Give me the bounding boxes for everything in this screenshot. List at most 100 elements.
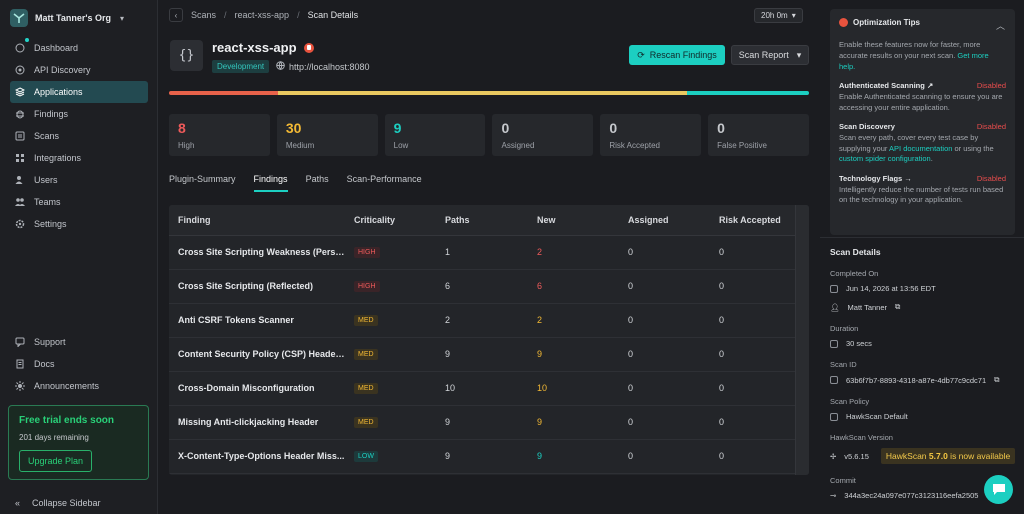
criticality-badge: HIGH <box>354 247 380 258</box>
tip-body: Intelligently reduce the number of tests… <box>839 184 1004 205</box>
notification-dot <box>25 38 29 42</box>
finding-name[interactable]: Content Security Policy (CSP) Header ... <box>169 337 345 372</box>
breadcrumb-scans[interactable]: Scans <box>191 10 217 20</box>
update-available-badge[interactable]: HawkScan 5.7.0 is now available <box>880 448 1016 464</box>
policy-label: Scan Policy <box>830 397 870 406</box>
table-row[interactable]: Cross Site Scripting Weakness (Persis...… <box>169 235 809 270</box>
col-new[interactable]: New <box>528 205 619 236</box>
assigned-cell: 0 <box>619 303 710 338</box>
tab-paths[interactable]: Paths <box>305 174 329 184</box>
stat-label: Low <box>393 141 409 150</box>
severity-distribution-bar <box>169 91 809 95</box>
horizontal-scroll-region[interactable] <box>795 205 809 475</box>
collapse-label: Collapse Sidebar <box>32 498 101 508</box>
tab-findings[interactable]: Findings <box>253 172 288 192</box>
back-button[interactable]: ‹ <box>169 8 183 22</box>
rocket-icon <box>839 18 848 27</box>
col-criticality[interactable]: Criticality <box>345 205 436 236</box>
nav-item-api-discovery[interactable]: API Discovery <box>10 59 148 81</box>
scan-report-button[interactable]: Scan Report ▾ <box>731 45 809 65</box>
copy-icon[interactable]: ⧉ <box>895 302 901 311</box>
policy-value: HawkScan Default <box>830 412 1014 421</box>
stat-card[interactable]: 30 Medium <box>276 114 378 156</box>
stat-card[interactable]: 8 High <box>169 114 270 156</box>
calendar-icon <box>830 284 838 293</box>
nav-item-dashboard[interactable]: Dashboard <box>10 37 148 59</box>
col-paths[interactable]: Paths <box>436 205 528 236</box>
external-link-icon: ↗ <box>926 81 934 90</box>
tab-scan-performance[interactable]: Scan-Performance <box>346 174 422 184</box>
api-documentation-link[interactable]: API documentation <box>889 143 953 153</box>
copy-icon[interactable]: ⧉ <box>994 375 1000 384</box>
assigned-cell: 0 <box>619 405 710 440</box>
nav-item-users[interactable]: Users <box>10 169 148 191</box>
collapse-sidebar-button[interactable]: « Collapse Sidebar <box>15 498 101 508</box>
assigned-cell: 0 <box>619 439 710 474</box>
col-assigned[interactable]: Assigned <box>619 205 710 236</box>
get-help-link[interactable]: Get more help. <box>839 51 989 71</box>
scans-icon <box>15 131 25 141</box>
paths-cell: 9 <box>436 337 528 372</box>
host-url[interactable]: http://localhost:8080 <box>289 61 370 72</box>
nav-label: Settings <box>34 219 67 229</box>
assigned-cell: 0 <box>619 371 710 406</box>
tab-plugin-summary[interactable]: Plugin-Summary <box>169 174 236 184</box>
stat-value: 0 <box>501 120 510 136</box>
paths-cell: 9 <box>436 439 528 474</box>
hawk-icon: ✢ <box>830 451 837 461</box>
stat-card[interactable]: 9 Low <box>384 114 486 156</box>
chevron-down-icon: ▾ <box>791 11 796 20</box>
col-risk-accepted[interactable]: Risk Accepted <box>710 205 809 236</box>
stat-card[interactable]: 0 Assigned <box>492 114 594 156</box>
table-row[interactable]: X-Content-Type-Options Header Miss... LO… <box>169 439 809 474</box>
nav-item-announcements[interactable]: Announcements <box>10 375 148 397</box>
new-cell: 9 <box>528 405 619 440</box>
custom-spider-link[interactable]: custom spider configuration <box>839 154 931 163</box>
finding-name[interactable]: Cross Site Scripting Weakness (Persis... <box>169 235 345 270</box>
nav-item-integrations[interactable]: Integrations <box>10 147 148 169</box>
finding-name[interactable]: X-Content-Type-Options Header Miss... <box>169 439 345 474</box>
table-row[interactable]: Anti CSRF Tokens Scanner MED 2 2 0 0 <box>169 303 809 338</box>
col-finding[interactable]: Finding <box>169 205 345 236</box>
nav-item-findings[interactable]: Findings <box>10 103 148 125</box>
table-row[interactable]: Missing Anti-clickjacking Header MED 9 9… <box>169 405 809 440</box>
tip-title[interactable]: Authenticated Scanning ↗ <box>839 81 934 90</box>
finding-name[interactable]: Cross Site Scripting (Reflected) <box>169 269 345 304</box>
stat-card[interactable]: 0 Risk Accepted <box>600 114 702 156</box>
time-range-selector[interactable]: 20h 0m ▾ <box>754 8 803 23</box>
table-row[interactable]: Content Security Policy (CSP) Header ...… <box>169 337 809 372</box>
paths-cell: 9 <box>436 405 528 440</box>
criticality-cell: LOW <box>345 439 436 474</box>
table-row[interactable]: Cross Site Scripting (Reflected) HIGH 6 … <box>169 269 809 304</box>
risk-accepted-cell: 0 <box>710 235 809 270</box>
nav-item-settings[interactable]: Settings <box>10 213 148 235</box>
org-switcher[interactable]: Matt Tanner's Org ▾ <box>10 8 124 28</box>
tip-title: Scan Discovery <box>839 122 895 131</box>
applications-icon <box>14 87 26 97</box>
tip-title[interactable]: Technology Flags → <box>839 173 912 183</box>
finding-name[interactable]: Anti CSRF Tokens Scanner <box>169 303 345 338</box>
table-row[interactable]: Cross-Domain Misconfiguration MED 10 10 … <box>169 371 809 406</box>
tip-body: Enable Authenticated scanning to ensure … <box>839 92 1003 112</box>
nav-item-docs[interactable]: Docs <box>10 353 148 375</box>
breadcrumb-app[interactable]: react-xss-app <box>234 10 290 20</box>
nav-item-teams[interactable]: Teams <box>10 191 148 213</box>
nav-item-scans[interactable]: Scans <box>10 125 148 147</box>
rescan-findings-button[interactable]: ⟳ Rescan Findings <box>629 45 725 65</box>
nav-item-applications[interactable]: Applications <box>10 81 148 103</box>
nav-label: Announcements <box>34 381 100 391</box>
scan-id-value: 63b6f7b7-8893-4318-a87e-4db77c9cdc71 ⧉ <box>830 375 1014 385</box>
new-cell: 9 <box>528 337 619 372</box>
tip-status: Disabled <box>976 122 1006 131</box>
user-icon: 👤︎ <box>830 302 840 312</box>
nav-label: Docs <box>34 359 55 369</box>
chat-button[interactable] <box>984 475 1013 504</box>
collapse-caret-icon[interactable]: ︿ <box>995 21 1005 31</box>
upgrade-plan-button[interactable]: Upgrade Plan <box>19 450 93 472</box>
new-cell: 6 <box>528 269 619 304</box>
finding-name[interactable]: Missing Anti-clickjacking Header <box>169 405 345 440</box>
stat-card[interactable]: 0 False Positive <box>708 114 809 156</box>
findings-table: Finding Criticality Paths New Assigned R… <box>169 205 809 475</box>
finding-name[interactable]: Cross-Domain Misconfiguration <box>169 371 345 406</box>
nav-item-support[interactable]: Support <box>10 331 148 353</box>
